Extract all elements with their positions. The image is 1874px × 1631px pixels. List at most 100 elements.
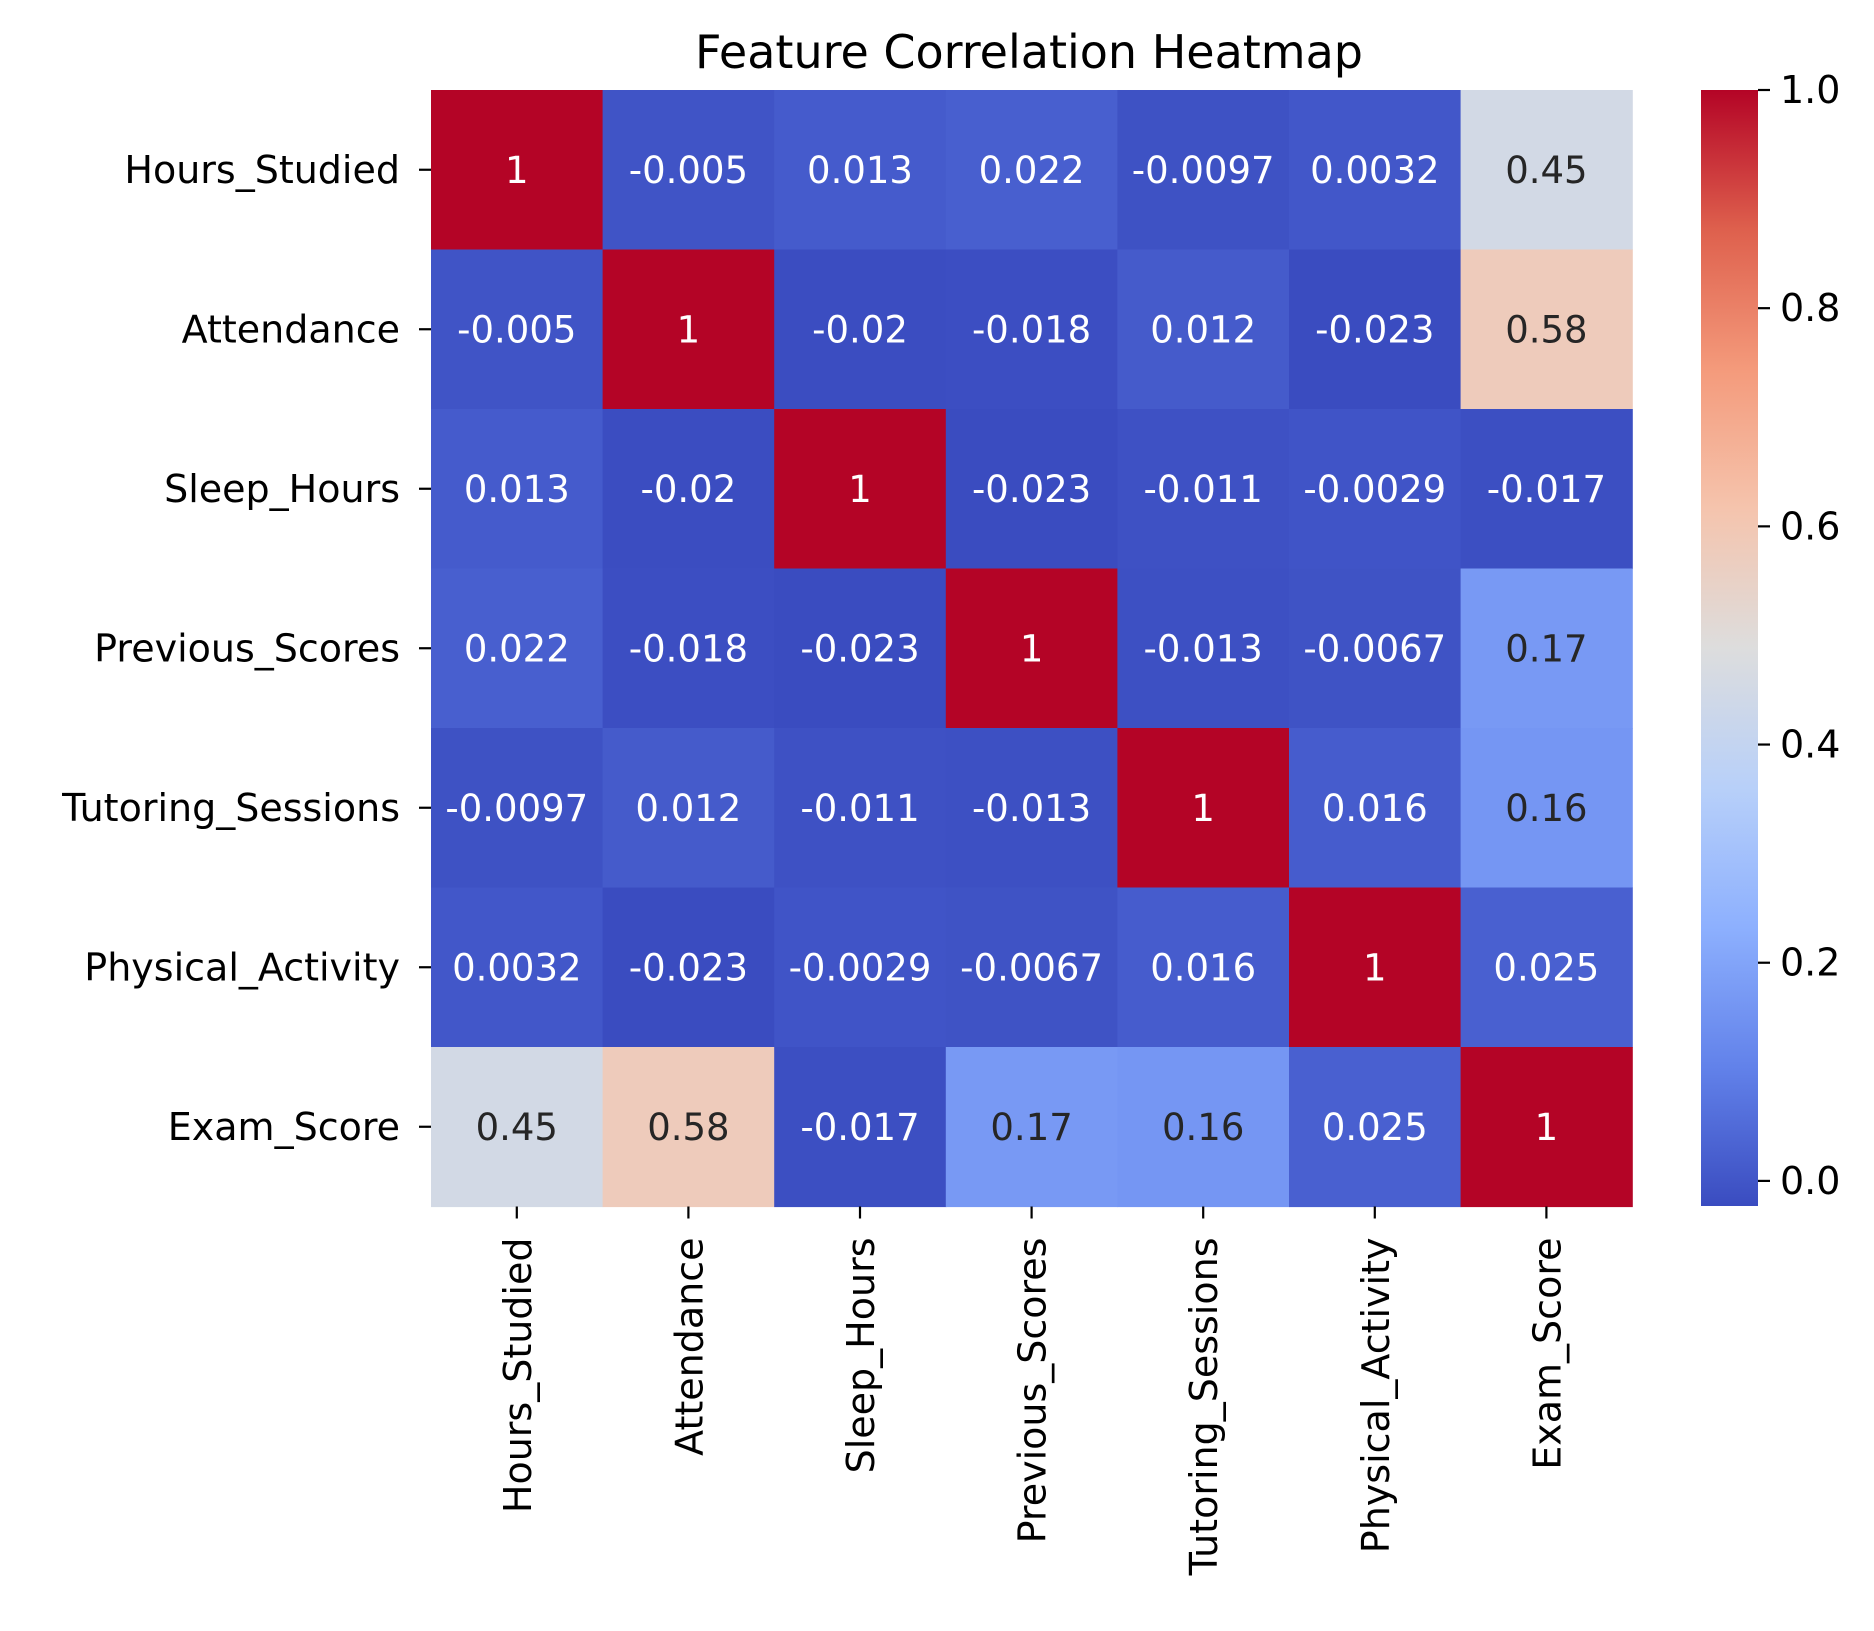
heatmap-cell	[602, 409, 775, 570]
heatmap-cell	[1460, 728, 1633, 889]
y-tick-label: Previous_Scores	[94, 626, 400, 670]
colorbar-gradient	[1701, 90, 1758, 1206]
cell-annotation: 1	[1191, 787, 1215, 830]
cell-annotation: 1	[677, 308, 701, 351]
heatmap-cell	[774, 1047, 947, 1208]
heatmap-cell	[431, 249, 604, 410]
heatmap-cell	[1289, 887, 1462, 1048]
cell-annotation: -0.02	[641, 468, 737, 511]
heatmap-cell	[945, 568, 1118, 729]
heatmap-cell	[602, 728, 775, 889]
heatmap-cell	[1289, 728, 1462, 889]
heatmap-cell	[945, 409, 1118, 570]
y-axis-tick-labels: Hours_Studied Attendance Sleep_Hours Previo…	[61, 148, 431, 1149]
heatmap-cell	[774, 887, 947, 1048]
cell-annotation: -0.005	[457, 308, 576, 351]
cell-annotation: -0.013	[972, 787, 1091, 830]
cell-annotation: -0.017	[1487, 468, 1606, 511]
heatmap-cell	[431, 90, 604, 251]
heatmap-cell	[431, 568, 604, 729]
colorbar: 0.0 0.2 0.4 0.6 0.8 1.0	[1701, 68, 1840, 1206]
heatmap-cell	[431, 887, 604, 1048]
heatmap-cell	[1460, 409, 1633, 570]
x-axis-tick-labels: Hours_Studied Attendance Sleep_Hours Previo…	[496, 1206, 1569, 1577]
cell-annotation: 0.025	[1493, 946, 1599, 989]
cell-annotation: 0.17	[990, 1106, 1072, 1149]
cell-annotation: -0.023	[629, 946, 748, 989]
heatmap-cell	[774, 249, 947, 410]
cell-annotation: 0.0032	[452, 946, 581, 989]
heatmap-cell	[431, 1047, 604, 1208]
cell-annotation: 0.013	[464, 468, 570, 511]
colorbar-tick-label: 0.2	[1780, 941, 1840, 985]
colorbar-tick-label: 0.6	[1780, 504, 1840, 548]
cell-annotation: 1	[1535, 1106, 1559, 1149]
colorbar-tick-label: 0.8	[1780, 286, 1840, 330]
cell-annotation: -0.023	[972, 468, 1091, 511]
heatmap-cell	[1117, 249, 1290, 410]
cell-annotation: -0.017	[800, 1106, 919, 1149]
cell-annotation: 0.16	[1162, 1106, 1244, 1149]
y-tick-label: Hours_Studied	[124, 148, 400, 192]
colorbar-tick-label: 0.4	[1780, 723, 1840, 767]
y-tick-label: Attendance	[182, 307, 400, 351]
cell-annotation: 0.012	[635, 787, 741, 830]
cell-annotation: 0.16	[1505, 787, 1587, 830]
heatmap-cell	[602, 1047, 775, 1208]
heatmap-cell	[1289, 409, 1462, 570]
heatmap-cell	[1117, 1047, 1290, 1208]
cell-annotation: 1	[1020, 627, 1044, 670]
cell-annotation: 1	[848, 468, 872, 511]
x-tick-label: Exam_Score	[1525, 1238, 1569, 1470]
x-tick-label: Hours_Studied	[496, 1238, 540, 1514]
cell-annotation: 0.012	[1150, 308, 1256, 351]
colorbar-tick-label: 0.0	[1780, 1159, 1840, 1203]
x-tick-label: Physical_Activity	[1354, 1238, 1398, 1554]
heatmap-cell	[1460, 887, 1633, 1048]
cell-annotation: -0.0029	[789, 946, 932, 989]
heatmap-cell	[1460, 1047, 1633, 1208]
heatmap-cell	[945, 1047, 1118, 1208]
cell-annotation: -0.011	[800, 787, 919, 830]
heatmap-cell	[431, 409, 604, 570]
heatmap-cell	[774, 90, 947, 251]
x-tick-label: Tutoring_Sessions	[1182, 1238, 1226, 1577]
heatmap-cells	[431, 90, 1633, 1208]
cell-annotation: -0.0097	[1132, 149, 1275, 192]
x-tick-label: Previous_Scores	[1011, 1238, 1055, 1544]
heatmap-cell	[1289, 568, 1462, 729]
cell-annotation: -0.018	[629, 627, 748, 670]
cell-annotation: 0.016	[1150, 946, 1256, 989]
heatmap-cell	[1460, 568, 1633, 729]
cell-annotation: 0.17	[1505, 627, 1587, 670]
y-tick-label: Exam_Score	[168, 1105, 400, 1149]
cell-annotation: 0.45	[476, 1106, 558, 1149]
heatmap-cell	[1289, 90, 1462, 251]
heatmap-cell	[602, 887, 775, 1048]
cell-annotation: -0.013	[1144, 627, 1263, 670]
heatmap-cell	[945, 887, 1118, 1048]
heatmap-cell	[1460, 90, 1633, 251]
cell-annotation: -0.005	[629, 149, 748, 192]
heatmap-cell	[1117, 90, 1290, 251]
cell-annotation: -0.023	[1315, 308, 1434, 351]
cell-annotation: -0.011	[1144, 468, 1263, 511]
cell-annotation: 1	[505, 149, 529, 192]
y-tick-label: Physical_Activity	[84, 945, 400, 989]
cell-annotation: 0.025	[1322, 1106, 1428, 1149]
cell-annotation: 0.022	[464, 627, 570, 670]
cell-annotation: -0.023	[800, 627, 919, 670]
heatmap-cell	[1117, 728, 1290, 889]
y-tick-label: Sleep_Hours	[164, 467, 400, 511]
heatmap-cell	[602, 90, 775, 251]
heatmap-cell	[1117, 887, 1290, 1048]
x-tick-label: Sleep_Hours	[839, 1238, 883, 1474]
cell-annotation: 1	[1363, 946, 1387, 989]
cell-annotations: 1 -0.005 0.013 0.022 -0.0097 0.0032 0.45 -0.005…	[445, 149, 1606, 1149]
x-tick-label: Attendance	[667, 1238, 711, 1456]
heatmap-cell	[774, 728, 947, 889]
heatmap-cell	[774, 568, 947, 729]
y-tick-label: Tutoring_Sessions	[61, 786, 400, 830]
chart-title: Feature Correlation Heatmap	[695, 25, 1363, 79]
